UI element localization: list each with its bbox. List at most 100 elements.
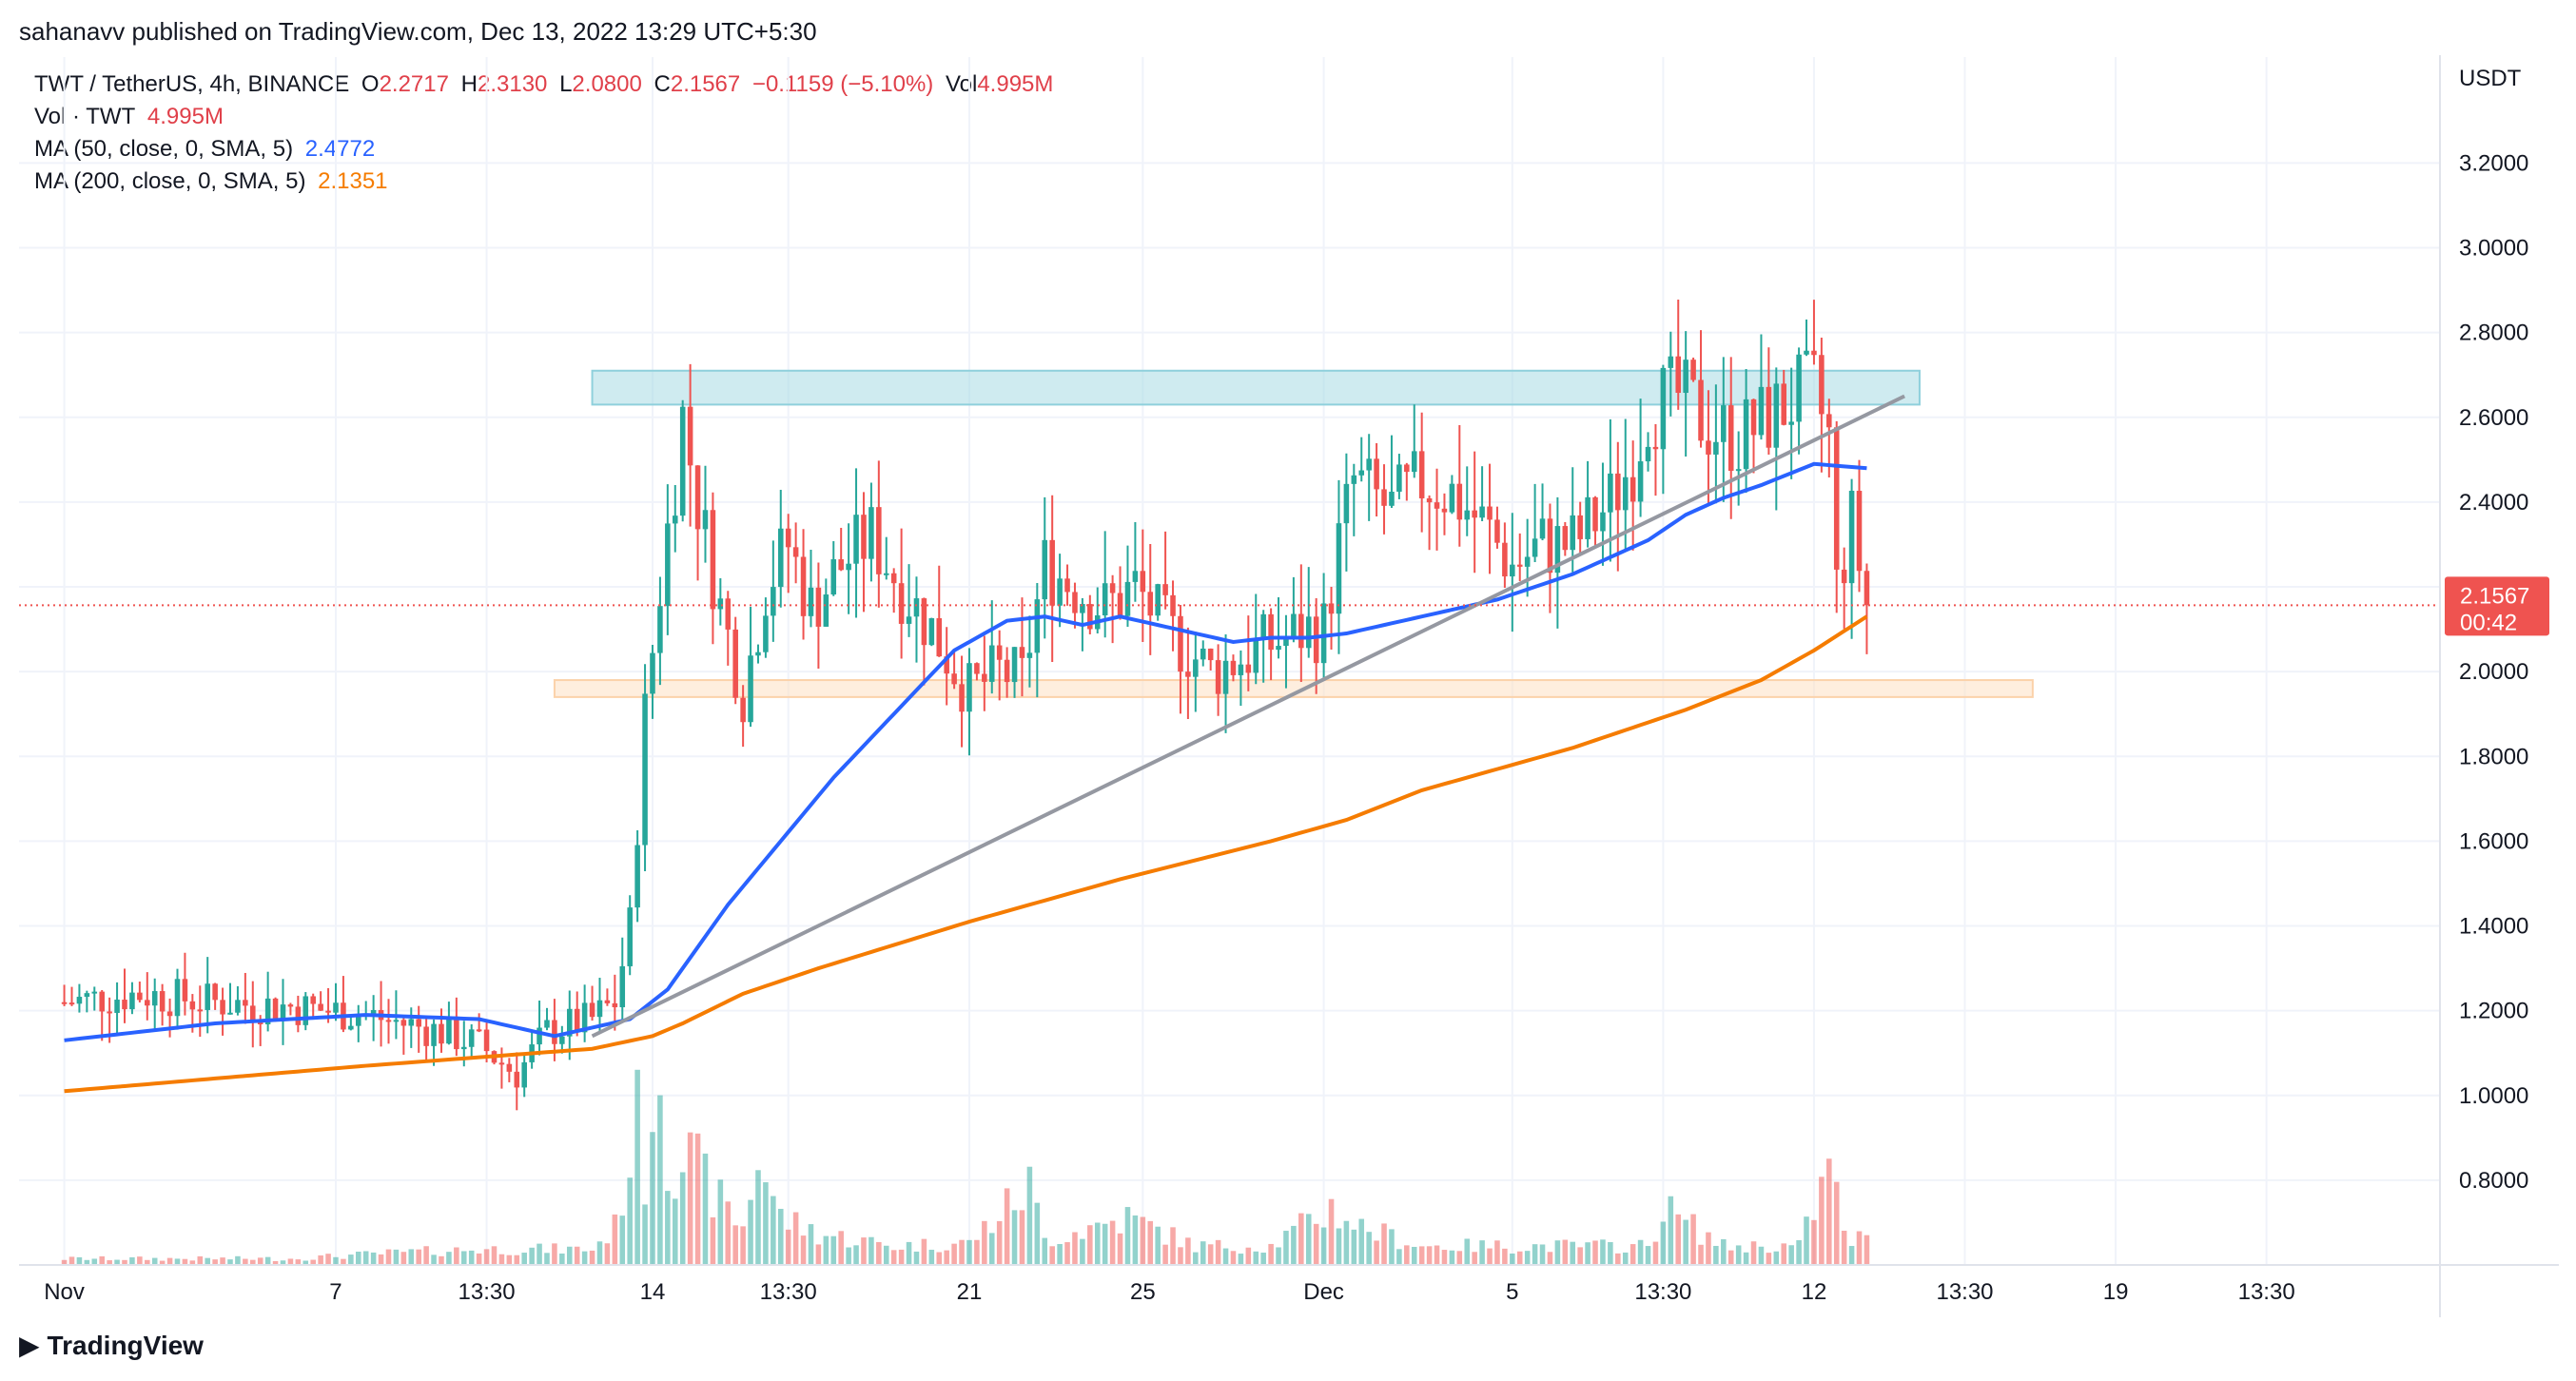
time-tick-label: Nov [44, 1279, 85, 1305]
candle-body [1516, 564, 1523, 567]
candle-body [348, 1025, 354, 1030]
candle-body [1645, 446, 1651, 462]
price-tick-label: 1.4000 [2459, 914, 2528, 940]
candle-body [876, 507, 882, 574]
volume-bar [982, 1220, 987, 1265]
volume-bar [838, 1231, 844, 1265]
candle-body [521, 1061, 527, 1088]
volume-bar [1479, 1240, 1485, 1265]
volume-bar [740, 1226, 746, 1265]
volume-bar [362, 1251, 369, 1265]
volume-bar [1140, 1216, 1146, 1265]
volume-bar [325, 1254, 331, 1265]
volume-bar [853, 1245, 859, 1265]
volume-bar [1283, 1231, 1289, 1265]
volume-bar [1162, 1244, 1168, 1265]
volume-bar [205, 1257, 210, 1265]
candle-body [1781, 383, 1787, 425]
volume-bar [1796, 1239, 1802, 1265]
candle-body [679, 406, 686, 516]
volume-bar [1147, 1220, 1154, 1265]
candle-body [868, 507, 874, 559]
volume-bar [996, 1220, 1003, 1265]
volume-bar [1080, 1238, 1085, 1265]
volume-bar [400, 1252, 407, 1265]
volume-bar [966, 1239, 972, 1265]
volume-bar [566, 1246, 573, 1265]
candle-body [966, 663, 972, 712]
volume-bar [1524, 1251, 1531, 1265]
volume-bar [702, 1153, 709, 1265]
volume-bar [122, 1259, 127, 1265]
candles [61, 299, 1870, 1111]
candle-body [1683, 360, 1688, 394]
candle-body [1026, 652, 1033, 658]
volume-bar [1585, 1242, 1590, 1265]
candle-body [1826, 414, 1832, 428]
volume-bar [604, 1243, 611, 1265]
candle-body [1404, 464, 1410, 473]
volume-bar [732, 1225, 738, 1265]
volume-bar [898, 1249, 905, 1265]
tradingview-logo[interactable]: ▶︎ TradingView [19, 1330, 204, 1361]
candle-body [107, 1011, 112, 1014]
candle-body [1140, 571, 1146, 593]
volume-bar [1841, 1231, 1847, 1265]
volume-bar [1132, 1215, 1139, 1265]
candle-body [1841, 569, 1847, 584]
candle-body [1864, 571, 1870, 606]
candle-body [1766, 386, 1772, 448]
candle-body [205, 983, 210, 1010]
candle-body [145, 1000, 150, 1006]
tradingview-logo-text: TradingView [47, 1330, 204, 1360]
volume-bar [808, 1224, 814, 1265]
volume-bar [243, 1258, 248, 1265]
volume-bar [476, 1253, 482, 1265]
price-tick-label: 1.8000 [2459, 744, 2528, 769]
volume-bar [1510, 1253, 1515, 1265]
candle-body [988, 645, 995, 682]
candle-body [476, 1029, 482, 1032]
candle-body [1539, 518, 1546, 539]
candle-body [446, 1016, 452, 1044]
volume-bars [61, 1069, 1870, 1265]
volume-bar [220, 1257, 225, 1265]
candle-body [333, 1002, 339, 1013]
candle-body [1856, 491, 1863, 572]
volume-bar [1727, 1250, 1734, 1265]
candle-body [1532, 538, 1538, 557]
volume-bar [657, 1095, 663, 1265]
volume-bar [861, 1237, 867, 1265]
volume-bar [182, 1258, 188, 1265]
candle-body [642, 693, 648, 846]
candle-body [243, 1000, 248, 1006]
volume-bar [1502, 1248, 1508, 1265]
time-tick-label: 13:30 [1936, 1279, 1993, 1305]
volume-bar [166, 1257, 173, 1265]
volume-bar [1721, 1238, 1727, 1265]
candle-body [627, 907, 633, 966]
volume-bar [356, 1252, 361, 1265]
volume-bar [1124, 1207, 1131, 1265]
candle-body [1570, 515, 1576, 551]
volume-bar [846, 1247, 851, 1265]
legend-ma50-row[interactable]: MA (50, close, 0, SMA, 5) 2.4772 [34, 133, 1059, 165]
volume-bar [589, 1250, 595, 1265]
volume-bar [1652, 1241, 1659, 1265]
axes: USDT3.20003.00002.80002.60002.40002.2000… [19, 55, 2559, 1317]
candle-body [400, 1020, 407, 1026]
symbol-label[interactable]: TWT / TetherUS, 4h, BINANCE [34, 71, 350, 97]
chart-grid [19, 57, 2440, 1265]
candle-body [808, 587, 814, 616]
legend-volume-row[interactable]: Vol · TWT 4.995M [34, 101, 1059, 133]
volume-bar [348, 1255, 354, 1265]
volume-bar [581, 1251, 588, 1265]
candle-body [76, 997, 83, 1004]
candle-body [1449, 483, 1455, 513]
volume-bar [1215, 1239, 1221, 1265]
trendline [591, 394, 1905, 1039]
volume-bar [189, 1260, 196, 1265]
volume-bar [1117, 1233, 1123, 1265]
legend-ma200-row[interactable]: MA (200, close, 0, SMA, 5) 2.1351 [34, 165, 1059, 198]
